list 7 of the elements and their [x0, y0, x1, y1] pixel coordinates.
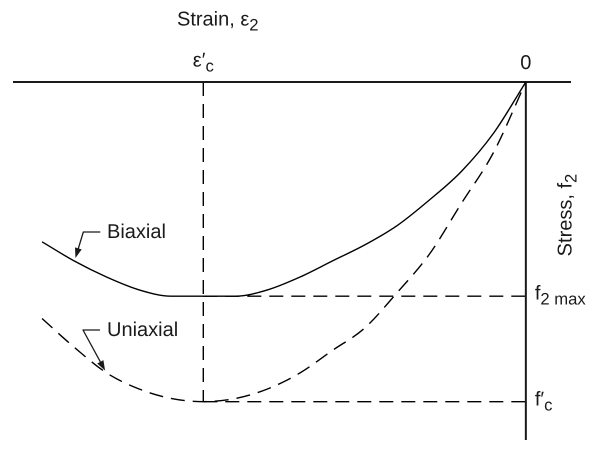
series-label: Uniaxial [107, 318, 178, 341]
series-label: Biaxial [107, 221, 166, 244]
x-tick-label: ε′$_{c}$ [192, 50, 214, 76]
x-axis-title: Strain, ε$_{2}$ [177, 8, 259, 35]
ref-line-label: f′$_{c}$ [534, 388, 552, 414]
x-tick-label: 0 [520, 52, 532, 74]
ref-line-label: f$_{2 max}$ [534, 282, 586, 309]
